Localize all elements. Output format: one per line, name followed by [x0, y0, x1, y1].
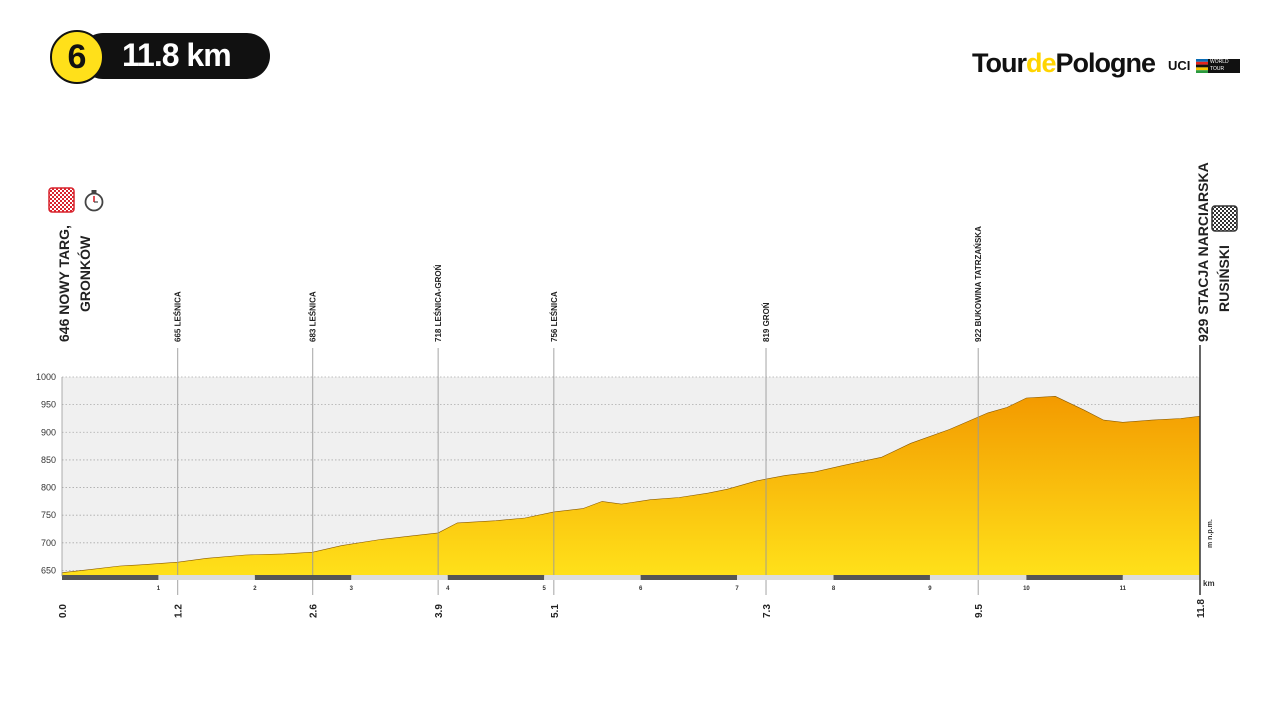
km-segment — [737, 575, 834, 580]
world-tour-badge: WORLD TOUR — [1208, 59, 1240, 73]
start-name-line2: GRONKÓW — [76, 235, 93, 312]
km-segment — [1122, 575, 1200, 580]
x-minor-tick-label: 8 — [832, 586, 836, 592]
x-major-tick-label: 3.9 — [434, 604, 445, 618]
y-tick-label: 750 — [41, 510, 56, 520]
waypoint-label: 665 LEŚNICA — [174, 291, 183, 342]
finish-name-line1: STACJA NARCIARSKA — [1195, 162, 1211, 314]
x-minor-tick-label: 11 — [1120, 586, 1127, 592]
x-minor-tick-label: 6 — [639, 586, 643, 592]
x-major-tick-label: 0.0 — [58, 604, 69, 618]
stage-number: 6 — [50, 30, 104, 84]
uci-logo: UCI — [1168, 58, 1191, 73]
tour-de-pologne-logo: TourdePologne UCI WORLD TOUR — [972, 48, 1242, 82]
x-major-tick-labels: 0.0 1.2 2.6 3.9 5.1 7.3 9.5 11.8 — [58, 599, 1207, 618]
km-bar — [62, 575, 1200, 580]
x-major-tick-label: 5.1 — [550, 604, 561, 618]
uci-stripes-icon — [1196, 59, 1208, 73]
start-elevation: 646 — [56, 318, 72, 342]
x-minor-tick-label: 10 — [1023, 586, 1030, 592]
waypoint-label: 819 GROŃ — [762, 302, 771, 342]
finish-name-line2: RUSIŃSKI — [1216, 245, 1232, 312]
profile-area — [61, 395, 1201, 577]
start-label: 646 NOWY TARG, GRONKÓW — [56, 225, 93, 342]
x-major-tick-label: 7.3 — [762, 604, 773, 618]
x-major-tick-label: 2.6 — [309, 604, 320, 618]
y-tick-label: 650 — [41, 565, 56, 575]
y-unit-label: m n.p.m. — [1207, 519, 1214, 548]
checkered-flag-red-icon — [48, 187, 75, 213]
start-name-line1: NOWY TARG, — [56, 225, 72, 315]
x-major-tick-label: 9.5 — [974, 604, 985, 618]
finish-label: 929 STACJA NARCIARSKA RUSIŃSKI — [1195, 162, 1232, 342]
waypoint-label: 756 LEŚNICA — [550, 291, 559, 342]
y-axis-tick-labels: 650 700 750 800 850 900 950 1000 — [36, 372, 56, 575]
km-segment — [640, 575, 738, 580]
km-segment — [833, 575, 930, 580]
x-minor-tick-labels: 1 2 3 4 5 6 7 8 9 10 11 — [157, 586, 1127, 592]
x-minor-tick-label: 7 — [735, 586, 739, 592]
km-segment — [254, 575, 352, 580]
waypoint-label: 683 LEŚNICA — [309, 291, 318, 342]
finish-elevation: 929 — [1195, 318, 1211, 342]
checkered-flag-grey-icon — [1211, 205, 1238, 232]
km-segment — [929, 575, 1027, 580]
x-unit-label: km — [1203, 579, 1215, 588]
y-tick-label: 1000 — [36, 372, 56, 382]
stage-badge: 6 11.8 km — [50, 30, 270, 84]
y-tick-label: 900 — [41, 427, 56, 437]
waypoint-label: 718 LEŚNICA-GROŃ — [434, 264, 443, 342]
svg-text:646 NOWY TARG,: 646 NOWY TARG, — [56, 225, 72, 342]
km-segment — [447, 575, 545, 580]
stopwatch-icon — [84, 190, 104, 212]
x-minor-tick-label: 9 — [928, 586, 932, 592]
waypoint-labels: 665 LEŚNICA 683 LEŚNICA 718 LEŚNICA-GROŃ 75… — [174, 226, 983, 342]
km-segment — [1026, 575, 1123, 580]
x-minor-tick-label: 4 — [446, 586, 450, 592]
y-tick-label: 850 — [41, 455, 56, 465]
stage-distance: 11.8 km — [122, 37, 232, 73]
y-tick-label: 800 — [41, 483, 56, 493]
svg-text:929 STACJA NARCIARSKA: 929 STACJA NARCIARSKA — [1195, 162, 1211, 342]
x-minor-tick-label: 5 — [543, 586, 547, 592]
y-tick-label: 700 — [41, 538, 56, 548]
x-minor-tick-label: 3 — [350, 586, 354, 592]
km-segment — [62, 575, 159, 580]
x-minor-tick-label: 2 — [253, 586, 257, 592]
x-minor-tick-label: 1 — [157, 586, 161, 592]
km-segment — [544, 575, 641, 580]
logo-wordmark: TourdePologne — [972, 48, 1156, 78]
km-segment — [158, 575, 255, 580]
waypoint-lines — [177, 348, 979, 595]
y-tick-label: 950 — [41, 400, 56, 410]
km-segment — [351, 575, 448, 580]
stage-badge-pill — [80, 33, 270, 79]
x-major-tick-label: 11.8 — [1196, 599, 1207, 618]
x-major-tick-label: 1.2 — [174, 604, 185, 618]
waypoint-label: 922 BUKOWINA TATRZAŃSKA — [974, 226, 983, 342]
